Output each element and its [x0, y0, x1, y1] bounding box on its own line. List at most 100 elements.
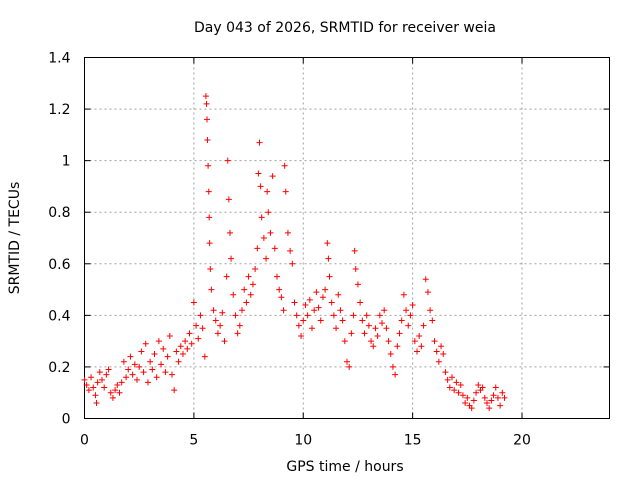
data-point [205, 162, 212, 169]
data-point [339, 317, 346, 324]
y-tick-label: 0.6 [48, 257, 70, 273]
data-point [306, 296, 313, 303]
grid-lines [84, 57, 610, 419]
data-point [118, 379, 125, 386]
data-point [147, 358, 154, 365]
data-point [151, 351, 158, 358]
data-point [492, 384, 499, 391]
data-point [427, 307, 434, 314]
data-point [232, 312, 239, 319]
y-tick-label: 0.2 [48, 360, 70, 376]
data-point [278, 294, 285, 301]
data-point [90, 384, 97, 391]
data-point [140, 369, 147, 376]
data-point [116, 389, 123, 396]
chart-title: Day 043 of 2026, SRMTID for receiver wei… [194, 20, 496, 36]
y-axis-label: SRMTID / TECUs [7, 182, 23, 295]
data-point [479, 384, 486, 391]
data-point [324, 240, 331, 247]
data-point [230, 291, 237, 298]
data-point [201, 353, 208, 360]
data-point [319, 294, 326, 301]
data-point [298, 332, 305, 339]
data-point [225, 196, 232, 203]
data-point [217, 322, 224, 329]
data-point [267, 229, 274, 236]
data-point [223, 273, 230, 280]
data-point [81, 376, 88, 383]
data-point [354, 281, 361, 288]
data-point [449, 374, 455, 381]
data-point [379, 320, 385, 327]
data-point [387, 351, 394, 358]
data-point [179, 351, 186, 358]
data-point [464, 394, 471, 401]
data-point [315, 304, 322, 311]
data-point [475, 381, 482, 388]
data-point [164, 353, 171, 360]
data-point [330, 312, 337, 319]
data-point [260, 235, 267, 241]
data-point [392, 371, 399, 378]
data-point [328, 299, 335, 306]
data-point [416, 332, 423, 339]
data-point [199, 325, 206, 332]
data-point [188, 340, 195, 347]
data-point [313, 289, 320, 296]
data-point [462, 400, 469, 407]
data-point [385, 338, 392, 345]
data-point [206, 240, 213, 247]
data-point [418, 343, 425, 350]
data-point [93, 400, 100, 407]
data-point [219, 309, 226, 316]
data-point [94, 379, 101, 386]
data-point [138, 348, 145, 355]
data-point [88, 374, 95, 381]
data-point [282, 188, 289, 195]
data-point [414, 348, 420, 355]
data-point [129, 371, 136, 378]
data-point [350, 312, 357, 319]
data-point [293, 312, 300, 319]
data-point [249, 281, 256, 288]
data-points [81, 93, 508, 412]
data-point [289, 260, 296, 267]
data-point [236, 322, 243, 329]
data-point [457, 381, 464, 388]
data-point [470, 397, 477, 404]
data-point [175, 358, 182, 365]
data-point [120, 358, 127, 365]
data-point [247, 291, 254, 298]
data-point [254, 245, 261, 252]
y-tick-label: 1 [62, 154, 71, 170]
data-point [182, 338, 189, 345]
data-point [326, 273, 333, 280]
data-point [271, 245, 278, 252]
data-point [256, 139, 263, 146]
data-point [103, 371, 110, 378]
data-point [484, 400, 490, 407]
data-point [346, 363, 353, 370]
data-point [497, 402, 504, 409]
data-point [389, 363, 396, 370]
data-point [453, 379, 460, 386]
data-point [361, 330, 368, 337]
data-point [158, 361, 165, 368]
data-point [455, 389, 462, 396]
data-point [245, 273, 252, 280]
y-tick-label: 0 [62, 412, 71, 428]
data-point [333, 325, 340, 332]
data-point [263, 255, 270, 262]
data-point [276, 286, 283, 293]
data-point [376, 312, 383, 319]
data-point [295, 322, 302, 329]
data-point [269, 173, 276, 180]
data-point [205, 188, 212, 195]
x-tick-label: 15 [404, 433, 422, 449]
data-point [186, 330, 193, 337]
data-point [212, 317, 219, 324]
data-point [153, 374, 160, 381]
data-point [281, 162, 288, 169]
data-point [127, 353, 134, 360]
data-point [155, 338, 162, 345]
